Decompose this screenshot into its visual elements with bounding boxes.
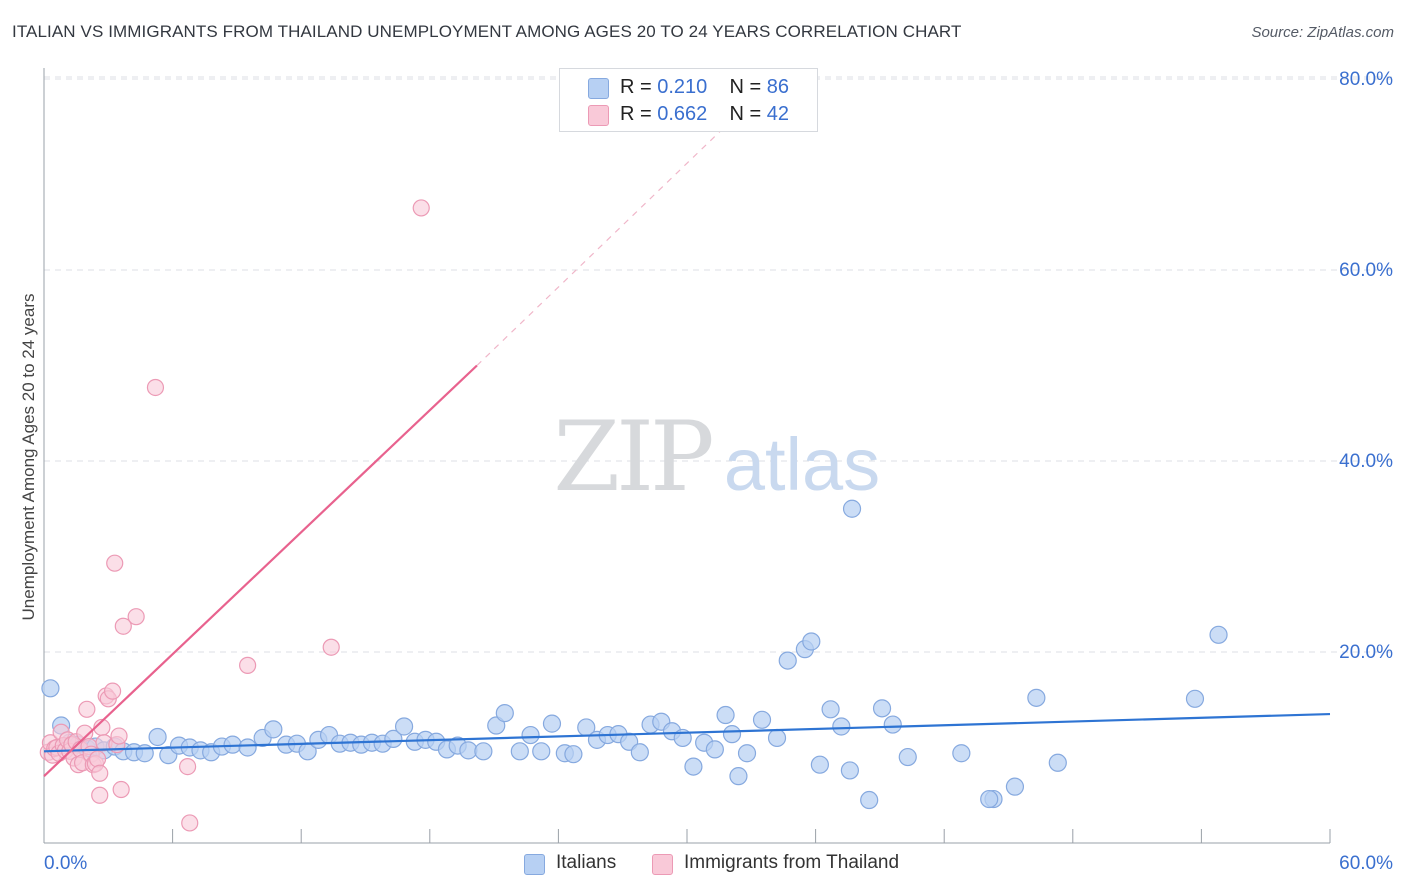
point-thailand <box>412 199 430 217</box>
point-thailand <box>103 682 122 700</box>
legend-r-value: 0.662 <box>657 103 708 125</box>
point-thailand <box>179 757 197 776</box>
point-italians <box>842 499 862 518</box>
trend-line-thailand <box>43 364 478 777</box>
watermark-atlas: atlas <box>724 423 880 506</box>
source-label: Source: ZipAtlas.com <box>1251 24 1394 41</box>
series-italians <box>41 499 1228 810</box>
point-thailand <box>181 814 199 832</box>
point-italians <box>722 725 742 744</box>
legend: R = 0.210 N = 86 R = 0.662 N = 42 <box>559 68 818 132</box>
trend-line-italians <box>43 712 1331 753</box>
legend-n-value: 42 <box>766 103 790 125</box>
point-italians <box>630 743 649 762</box>
point-italians <box>716 705 735 725</box>
chart-title: ITALIAN VS IMMIGRANTS FROM THAILAND UNEM… <box>12 22 962 41</box>
x-tick-label-max: 60.0% <box>1339 853 1393 874</box>
legend-n-label: N = <box>729 76 767 98</box>
point-thailand <box>112 780 130 799</box>
point-italians <box>41 679 60 698</box>
point-italians <box>767 728 787 748</box>
point-thailand <box>322 638 340 656</box>
point-italians <box>872 699 892 718</box>
legend-n-value: 86 <box>766 76 790 98</box>
point-italians <box>1048 753 1067 772</box>
point-italians <box>705 740 724 759</box>
bottom-legend-label-italians: Italians <box>556 852 617 873</box>
point-italians <box>860 790 879 810</box>
point-thailand <box>110 727 128 745</box>
point-italians <box>542 714 562 733</box>
point-italians <box>487 716 506 735</box>
point-italians <box>684 757 703 776</box>
trend-line-thailand-extension <box>476 121 731 366</box>
y-tick-label: 80.0% <box>1339 69 1393 90</box>
point-italians <box>521 725 540 745</box>
point-italians <box>264 720 283 739</box>
point-italians <box>532 742 551 761</box>
point-italians <box>883 715 902 734</box>
legend-r-value: 0.210 <box>657 76 708 98</box>
point-italians <box>1185 689 1205 708</box>
y-tick-labels: 20.0% 40.0% 60.0% 80.0% <box>1339 69 1393 663</box>
y-tick-label: 60.0% <box>1339 260 1393 281</box>
watermark: ZIP atlas <box>553 401 880 513</box>
point-italians <box>564 745 583 764</box>
legend-swatch-thailand <box>588 105 609 126</box>
y-tick-label: 20.0% <box>1339 642 1393 663</box>
point-thailand <box>91 786 109 804</box>
point-italians <box>729 767 748 786</box>
y-tick-label: 40.0% <box>1339 451 1393 472</box>
point-italians <box>238 738 257 757</box>
bottom-legend-swatch-italians <box>524 854 545 875</box>
point-thailand <box>239 656 257 674</box>
point-italians <box>1005 777 1025 796</box>
bottom-legend-swatch-thailand <box>652 854 673 875</box>
point-thailand <box>88 750 107 768</box>
axes <box>43 68 1331 844</box>
point-italians <box>752 710 772 729</box>
y-axis-label: Unemployment Among Ages 20 to 24 years <box>19 294 38 621</box>
point-italians <box>459 741 478 760</box>
bottom-legend-label-thailand: Immigrants from Thailand <box>684 852 900 873</box>
point-italians <box>778 651 797 670</box>
point-italians <box>952 744 971 763</box>
point-italians <box>898 747 917 767</box>
gridlines <box>44 76 1392 653</box>
point-italians <box>832 717 851 736</box>
point-italians <box>384 729 403 749</box>
point-thailand <box>146 378 165 397</box>
legend-swatch-italians <box>588 78 609 99</box>
point-italians <box>510 742 529 761</box>
point-italians <box>810 755 829 774</box>
point-italians <box>737 744 757 763</box>
x-tick-label-min: 0.0% <box>44 853 87 874</box>
point-thailand <box>78 700 96 718</box>
point-italians <box>980 789 999 809</box>
legend-n-label: N = <box>729 103 767 125</box>
point-italians <box>1027 688 1046 707</box>
series-thailand <box>39 199 430 832</box>
point-italians <box>394 717 414 736</box>
legend-r-label: R = <box>620 103 658 125</box>
point-italians <box>821 700 840 719</box>
point-thailand <box>91 764 109 782</box>
trend-lines <box>43 121 1331 777</box>
point-italians <box>802 632 821 651</box>
point-thailand <box>114 617 132 635</box>
point-italians <box>1209 625 1228 644</box>
watermark-zip: ZIP <box>553 401 712 513</box>
point-italians <box>148 727 167 747</box>
point-thailand <box>106 554 124 572</box>
point-italians <box>840 761 859 780</box>
point-italians <box>474 742 493 761</box>
bottom-legend: Italians Immigrants from Thailand <box>0 852 1406 878</box>
point-italians <box>495 704 514 723</box>
point-thailand <box>127 608 145 626</box>
legend-r-label: R = <box>620 76 658 98</box>
